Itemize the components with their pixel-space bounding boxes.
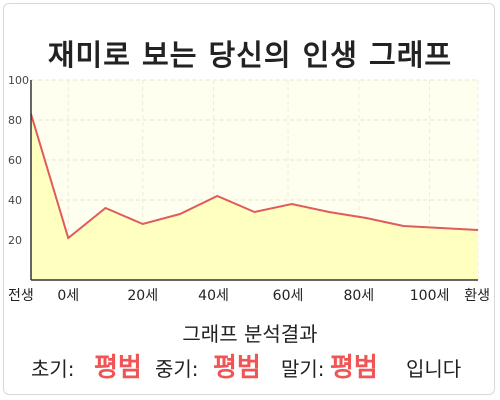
y-tick-label: 20 (8, 234, 22, 247)
x-tick-label: 20세 (127, 288, 158, 304)
y-tick-label: 60 (8, 154, 22, 167)
x-tick-label: 전생 (8, 288, 34, 304)
late-label: 말기: (281, 357, 325, 381)
early-label: 초기: (31, 357, 75, 381)
y-tick-label: 100 (8, 74, 29, 87)
result-line: 초기: 평범 중기: 평범 말기: 평범 입니다 (0, 347, 500, 383)
x-tick-label: 0세 (57, 288, 79, 304)
x-tick-label: 환생 (464, 288, 490, 304)
page-title: 재미로 보는 당신의 인생 그래프 (47, 38, 453, 72)
grid-lines (30, 79, 479, 280)
x-tick-label: 80세 (343, 288, 374, 304)
x-tick-label: 60세 (273, 288, 304, 304)
x-tick-label: 100세 (410, 288, 450, 304)
late-value: 평범 (330, 353, 378, 383)
axes (30, 80, 478, 281)
x-tick-labels: 전생 0세 20세 40세 60세 80세 100세 환생 (8, 288, 490, 304)
mid-label: 중기: (155, 357, 199, 381)
mid-value: 평범 (213, 353, 261, 383)
result-heading: 그래프 분석결과 (182, 322, 318, 346)
x-tick-label: 40세 (198, 288, 229, 304)
result-suffix: 입니다 (406, 357, 462, 381)
y-tick-labels: 20 40 60 80 100 (8, 74, 29, 247)
y-tick-label: 80 (8, 114, 22, 127)
life-series-line (30, 113, 479, 240)
life-area-fill (31, 114, 478, 280)
early-value: 평범 (94, 353, 142, 383)
y-tick-label: 40 (8, 194, 22, 207)
